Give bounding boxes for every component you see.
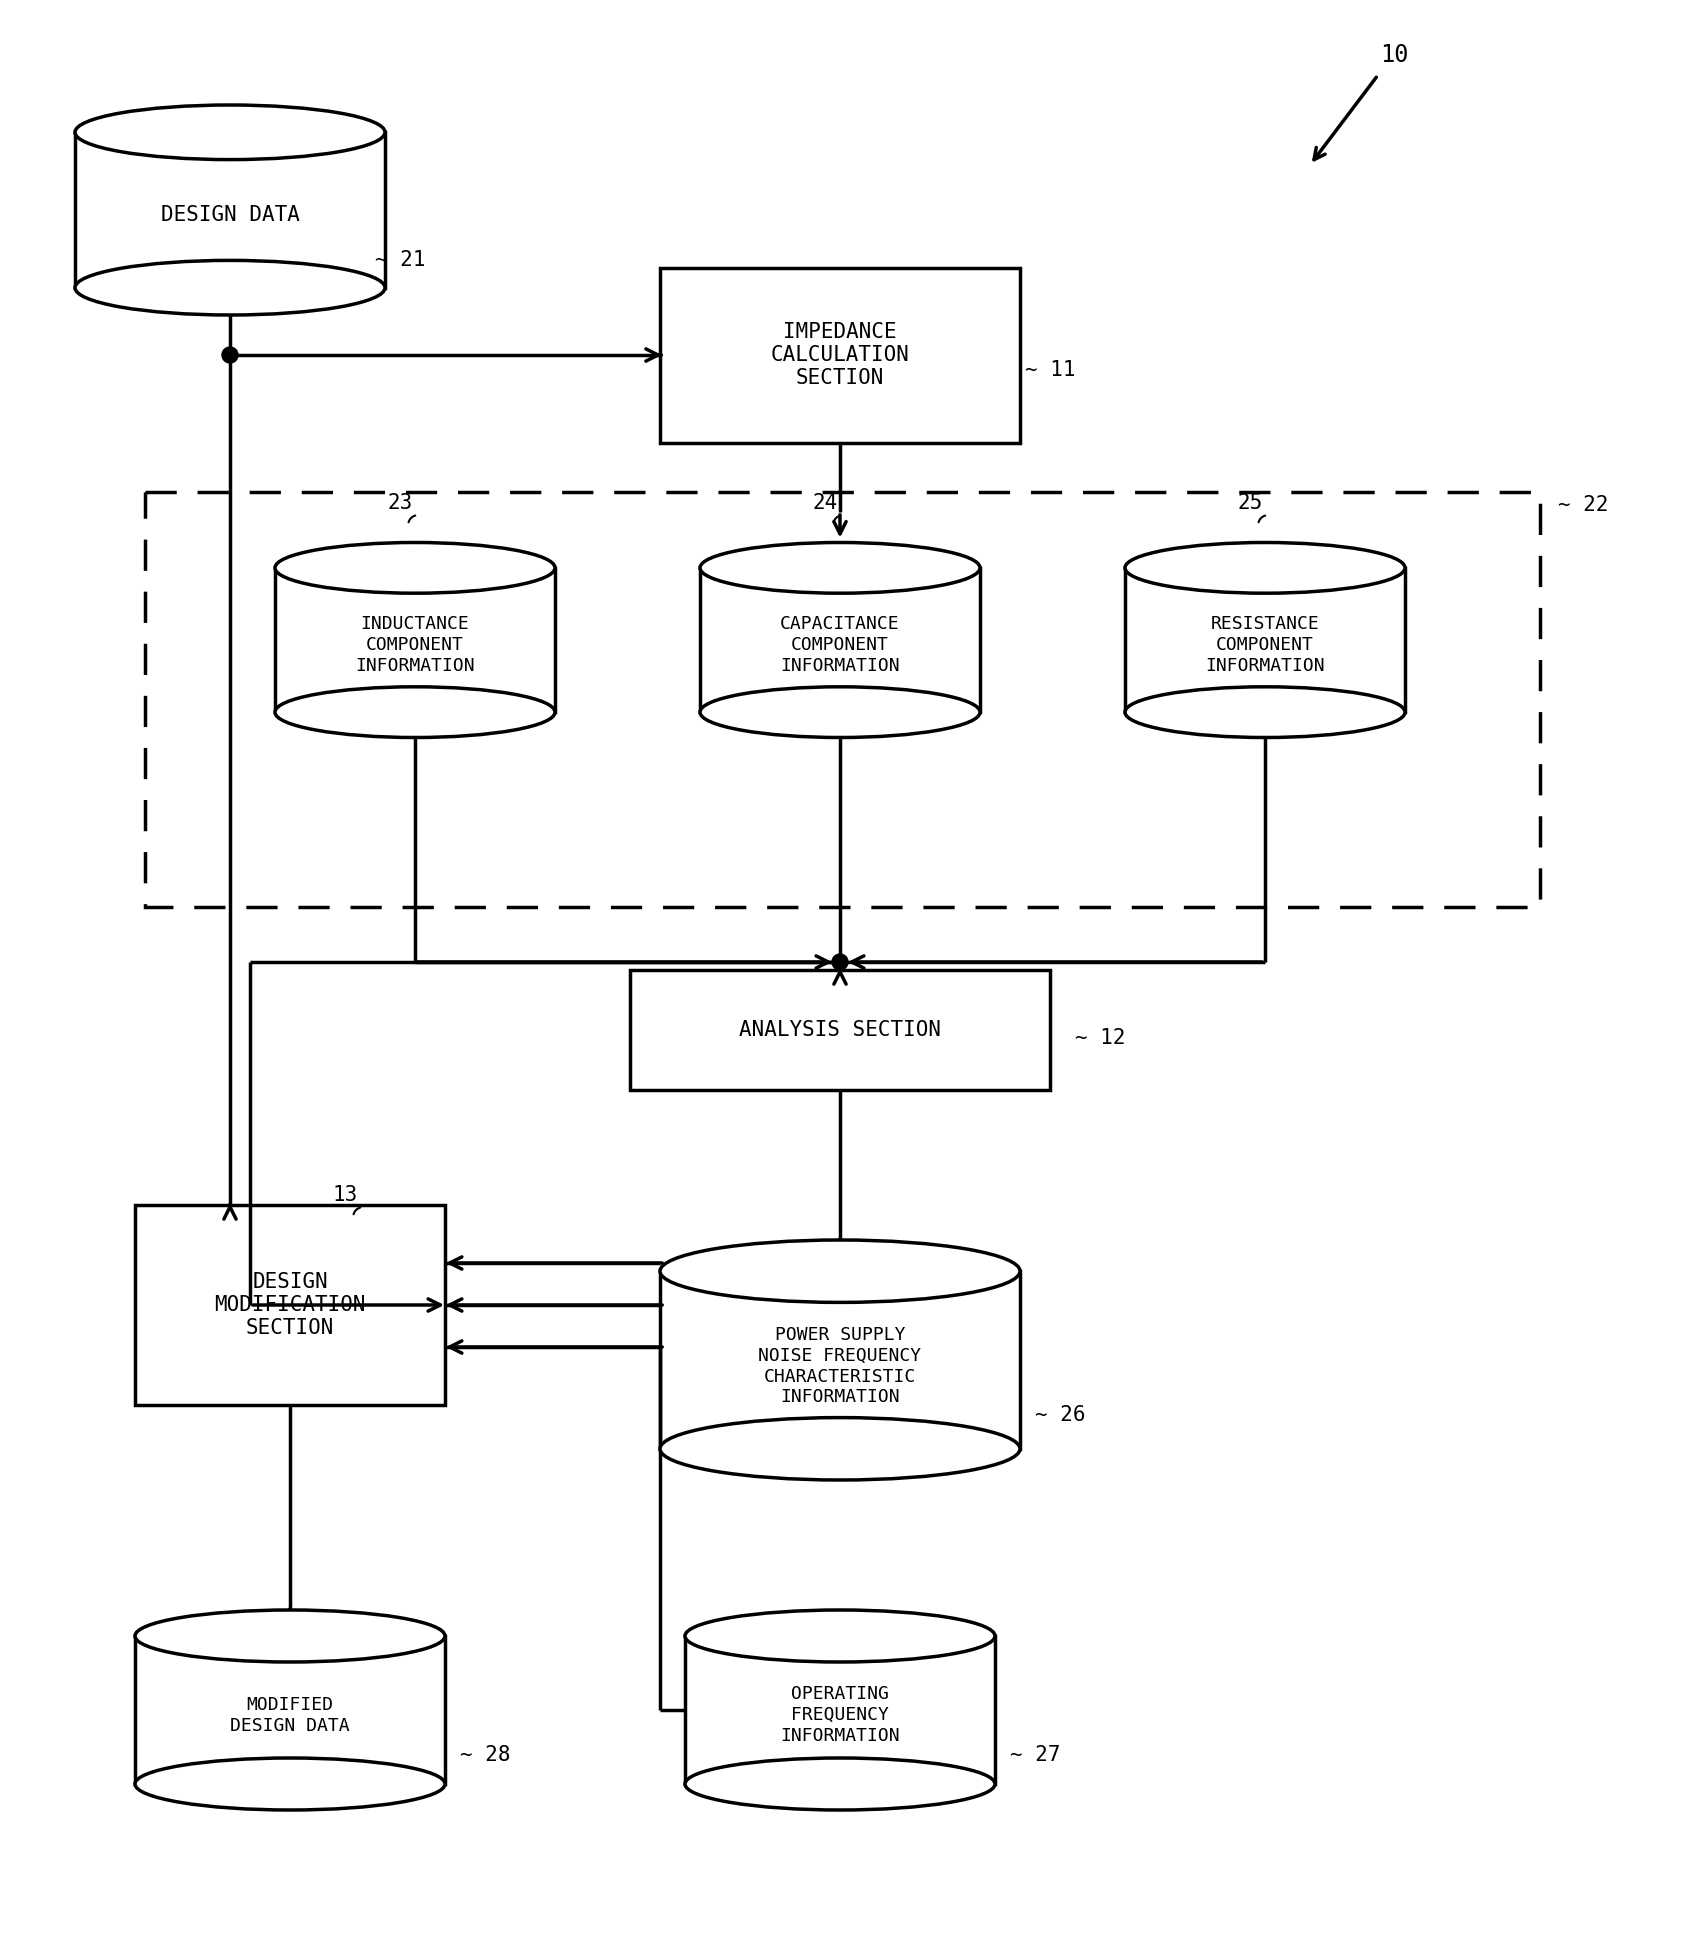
Ellipse shape [661, 1241, 1019, 1303]
Ellipse shape [275, 543, 554, 593]
Text: ANALYSIS SECTION: ANALYSIS SECTION [740, 1019, 940, 1041]
Text: 13: 13 [332, 1185, 357, 1206]
Text: DESIGN DATA: DESIGN DATA [160, 206, 300, 226]
Text: ~ 11: ~ 11 [1024, 360, 1075, 379]
Ellipse shape [275, 687, 554, 737]
Text: 10: 10 [1380, 43, 1409, 66]
Circle shape [832, 953, 848, 971]
Ellipse shape [76, 105, 384, 159]
Text: ~ 12: ~ 12 [1075, 1029, 1126, 1048]
Ellipse shape [661, 1241, 1019, 1303]
Text: IMPEDANCE
CALCULATION
SECTION: IMPEDANCE CALCULATION SECTION [770, 321, 910, 389]
FancyBboxPatch shape [135, 1636, 445, 1784]
Ellipse shape [76, 261, 384, 315]
Text: RESISTANCE
COMPONENT
INFORMATION: RESISTANCE COMPONENT INFORMATION [1205, 615, 1324, 675]
Ellipse shape [275, 543, 554, 593]
Ellipse shape [135, 1610, 445, 1661]
Ellipse shape [699, 543, 981, 593]
Ellipse shape [1126, 543, 1405, 593]
Ellipse shape [699, 543, 981, 593]
Ellipse shape [661, 1418, 1019, 1480]
FancyBboxPatch shape [135, 1206, 445, 1404]
Text: OPERATING
FREQUENCY
INFORMATION: OPERATING FREQUENCY INFORMATION [780, 1686, 900, 1745]
Ellipse shape [686, 1758, 996, 1811]
FancyBboxPatch shape [661, 268, 1019, 443]
Text: DESIGN
MODIFICATION
SECTION: DESIGN MODIFICATION SECTION [214, 1272, 366, 1338]
Text: POWER SUPPLY
NOISE FREQUENCY
CHARACTERISTIC
INFORMATION: POWER SUPPLY NOISE FREQUENCY CHARACTERIS… [758, 1326, 922, 1406]
Text: 24: 24 [812, 492, 837, 513]
FancyBboxPatch shape [275, 568, 554, 712]
Ellipse shape [699, 687, 981, 737]
Ellipse shape [135, 1610, 445, 1661]
FancyBboxPatch shape [630, 971, 1050, 1089]
Text: ~ 21: ~ 21 [376, 251, 426, 270]
Text: ~ 22: ~ 22 [1559, 494, 1609, 515]
FancyBboxPatch shape [699, 568, 981, 712]
Ellipse shape [1126, 687, 1405, 737]
Ellipse shape [135, 1758, 445, 1811]
Ellipse shape [686, 1610, 996, 1661]
Text: ~ 28: ~ 28 [460, 1745, 511, 1764]
Ellipse shape [76, 105, 384, 159]
Text: 25: 25 [1237, 492, 1262, 513]
FancyBboxPatch shape [1126, 568, 1405, 712]
Ellipse shape [1126, 543, 1405, 593]
Text: ~ 27: ~ 27 [1009, 1745, 1060, 1764]
Text: MODIFIED
DESIGN DATA: MODIFIED DESIGN DATA [231, 1696, 350, 1735]
Circle shape [222, 346, 238, 364]
Text: ~ 26: ~ 26 [1035, 1404, 1085, 1426]
Text: 23: 23 [388, 492, 413, 513]
FancyBboxPatch shape [145, 492, 1540, 906]
FancyBboxPatch shape [76, 132, 384, 288]
Ellipse shape [686, 1610, 996, 1661]
FancyBboxPatch shape [661, 1272, 1019, 1449]
Text: CAPACITANCE
COMPONENT
INFORMATION: CAPACITANCE COMPONENT INFORMATION [780, 615, 900, 675]
Text: INDUCTANCE
COMPONENT
INFORMATION: INDUCTANCE COMPONENT INFORMATION [356, 615, 475, 675]
FancyBboxPatch shape [686, 1636, 996, 1784]
